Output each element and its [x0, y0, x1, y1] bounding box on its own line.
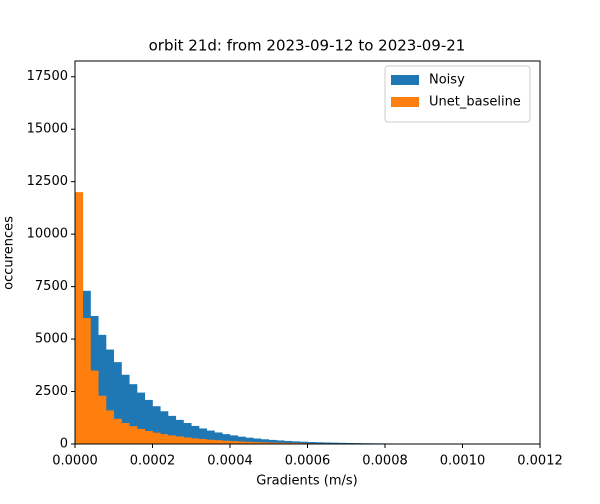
- legend-swatch: [391, 75, 419, 85]
- histogram-bar: [83, 318, 91, 444]
- x-axis-label: Gradients (m/s): [256, 474, 357, 489]
- histogram-bar: [207, 440, 215, 444]
- y-tick-label: 0: [60, 437, 68, 452]
- histogram-bar: [176, 436, 184, 444]
- x-tick-label: 0.0010: [440, 454, 486, 469]
- y-tick-label: 2500: [35, 384, 68, 399]
- x-tick-label: 0.0000: [52, 454, 98, 469]
- histogram-bar: [137, 429, 145, 444]
- histogram-bar: [153, 433, 161, 444]
- y-tick-label: 5000: [35, 332, 68, 347]
- histogram-bar: [145, 431, 153, 444]
- histogram-bar: [215, 440, 223, 444]
- histogram-bar: [160, 434, 168, 444]
- legend-swatch: [391, 97, 419, 107]
- x-tick-label: 0.0004: [207, 454, 253, 469]
- histogram-bar: [122, 423, 130, 444]
- x-tick-label: 0.0002: [130, 454, 176, 469]
- histogram-bar: [75, 192, 83, 444]
- x-tick-label: 0.0006: [285, 454, 331, 469]
- x-tick-label: 0.0008: [362, 454, 408, 469]
- y-tick-label: 17500: [27, 69, 68, 84]
- histogram-bar: [199, 439, 207, 444]
- legend-label: Noisy: [429, 73, 465, 88]
- histogram-bar: [191, 438, 199, 444]
- histogram-bar: [184, 437, 192, 444]
- histogram-bar: [91, 371, 99, 444]
- y-tick-label: 10000: [27, 227, 68, 242]
- y-tick-label: 12500: [27, 174, 68, 189]
- histogram-bar: [129, 426, 137, 444]
- chart-title: orbit 21d: from 2023-09-12 to 2023-09-21: [149, 37, 466, 55]
- y-tick-label: 15000: [27, 122, 68, 137]
- x-tick-label: 0.0012: [517, 454, 563, 469]
- legend-label: Unet_baseline: [429, 95, 521, 110]
- histogram-bar: [106, 410, 114, 444]
- y-axis-label: occurences: [2, 216, 17, 290]
- histogram-bar: [168, 435, 176, 444]
- histogram-bar: [98, 396, 106, 444]
- histogram-bar: [114, 419, 122, 444]
- y-tick-label: 7500: [35, 279, 68, 294]
